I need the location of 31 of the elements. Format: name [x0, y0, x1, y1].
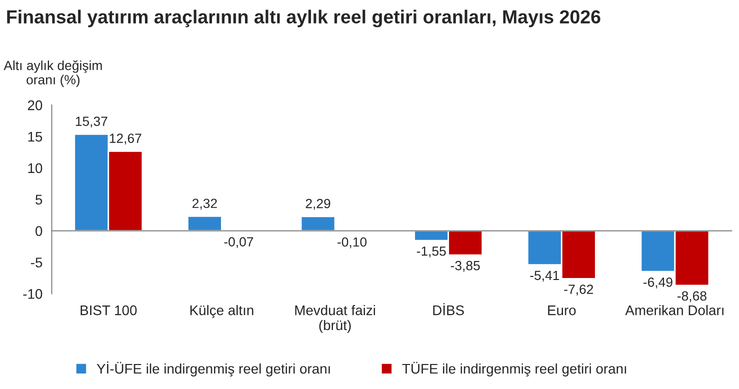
y-tick-label: -5	[30, 258, 42, 268]
y-tick-label: 10	[28, 163, 42, 174]
data-label: 2,32	[192, 198, 217, 210]
data-label: 15,37	[76, 116, 108, 128]
legend-label: TÜFE ile indirgenmiş reel getiri oranı	[402, 362, 626, 376]
bar	[187, 216, 222, 232]
y-tick-label: 0	[36, 226, 42, 236]
data-label: 2,29	[306, 198, 330, 210]
data-label: -0,10	[338, 237, 367, 248]
legend-label: Yİ-ÜFE ile indirgenmiş reel getiri oranı	[96, 362, 330, 376]
x-tick-label: Külçe altın	[190, 305, 254, 318]
y-tick-label: 15	[28, 132, 42, 142]
x-tick-label: Amerikan Doları	[625, 305, 724, 316]
x-tick-label: DİBS	[433, 303, 464, 316]
bar	[300, 216, 336, 232]
x-tick-label: Mevduat faizi (brüt)	[295, 305, 375, 333]
chart-title: Finansal yatırım araçlarının altı aylık reel getiri oranları, Mayıs 2026	[7, 10, 600, 28]
data-label: -6,49	[644, 278, 672, 288]
y-axis-title: Altı aylık değişim oranı (%)	[4, 60, 102, 88]
data-label: -3,85	[450, 260, 480, 272]
data-label: 12,67	[110, 134, 142, 145]
x-tick-label: BIST 100	[80, 305, 137, 316]
data-label: -5,41	[530, 270, 560, 282]
y-tick-label: 5	[36, 194, 42, 205]
y-tick-label: 20	[28, 100, 42, 110]
y-tick-label: -10	[23, 289, 42, 299]
data-label: -0,07	[224, 237, 254, 248]
data-label: -8,68	[678, 291, 706, 302]
x-tick-label: Euro	[548, 306, 576, 316]
data-label: -1,55	[416, 246, 446, 258]
data-label: -7,62	[564, 284, 594, 296]
